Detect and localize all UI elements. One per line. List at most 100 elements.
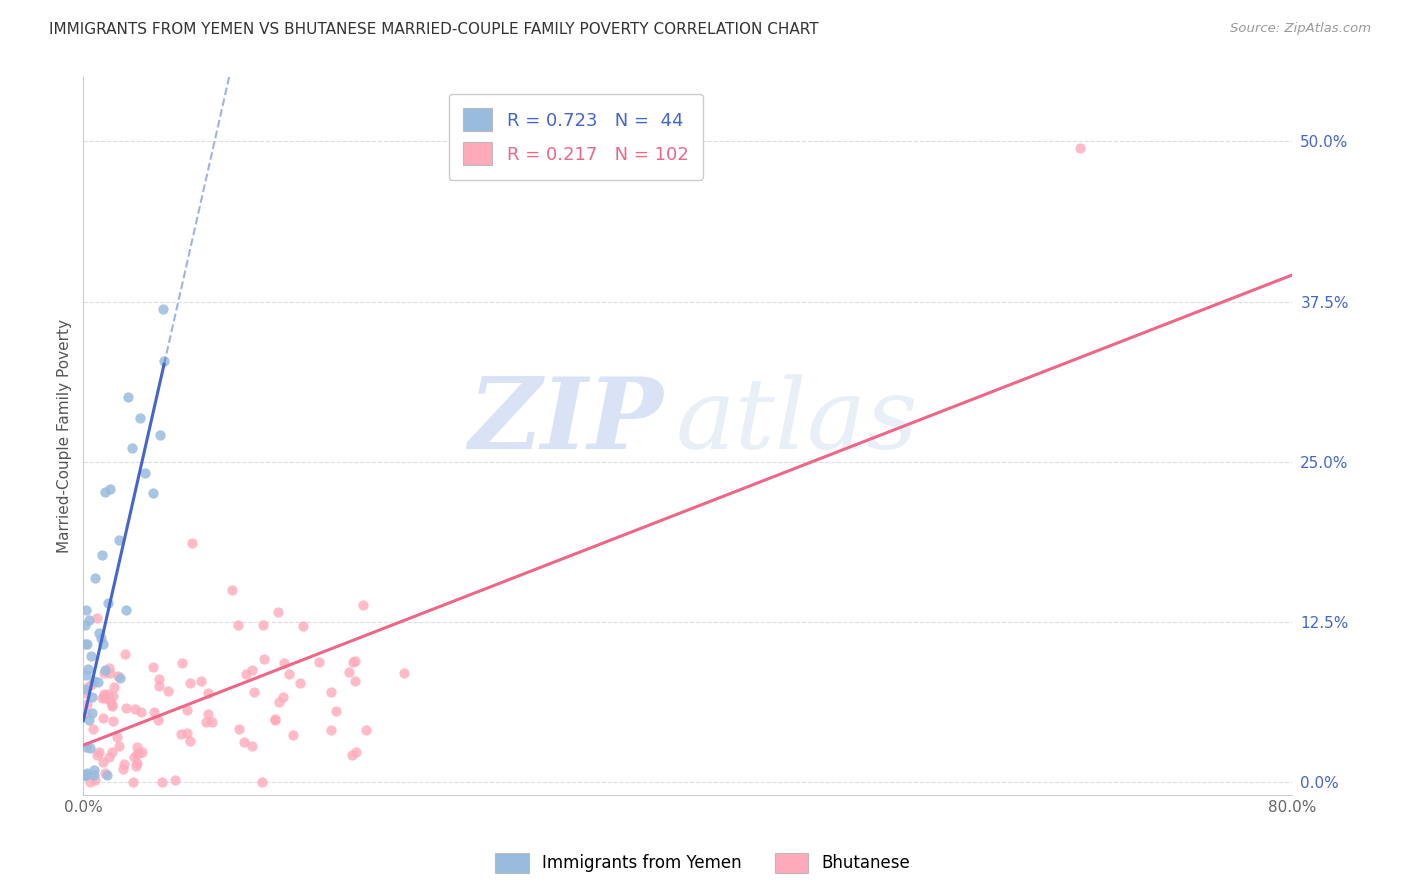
Point <box>179 676 201 690</box>
Point <box>83 673 105 688</box>
Point <box>176 703 198 717</box>
Point <box>112 757 135 772</box>
Point <box>125 759 148 773</box>
Point <box>129 706 152 720</box>
Point <box>89 626 111 640</box>
Point <box>91 711 114 725</box>
Point <box>101 745 124 759</box>
Point <box>128 746 150 760</box>
Point <box>233 735 256 749</box>
Point <box>277 667 299 681</box>
Point <box>91 755 114 769</box>
Point <box>86 611 108 625</box>
Point <box>150 775 173 789</box>
Point <box>122 750 145 764</box>
Point <box>240 663 263 677</box>
Point <box>82 723 104 737</box>
Point <box>83 768 105 782</box>
Point <box>108 671 131 685</box>
Point <box>90 631 112 645</box>
Point <box>127 756 149 771</box>
Point <box>143 706 166 720</box>
Point <box>197 706 219 721</box>
Point <box>94 691 117 706</box>
Text: IMMIGRANTS FROM YEMEN VS BHUTANESE MARRIED-COUPLE FAMILY POVERTY CORRELATION CHA: IMMIGRANTS FROM YEMEN VS BHUTANESE MARRI… <box>49 22 818 37</box>
Point <box>142 660 165 674</box>
Point <box>76 662 98 676</box>
Point <box>281 728 304 742</box>
Point <box>148 672 170 686</box>
Legend: Immigrants from Yemen, Bhutanese: Immigrants from Yemen, Bhutanese <box>489 847 917 880</box>
Point <box>108 533 131 548</box>
Legend: R = 0.723   N =  44, R = 0.217   N = 102: R = 0.723 N = 44, R = 0.217 N = 102 <box>449 94 703 180</box>
Point <box>101 714 124 729</box>
Point <box>267 605 290 619</box>
Point <box>93 687 115 701</box>
Point <box>75 603 97 617</box>
Point <box>76 698 98 712</box>
Point <box>77 714 100 728</box>
Point <box>190 674 212 689</box>
Point <box>101 699 124 714</box>
Point <box>235 667 257 681</box>
Point <box>344 745 367 759</box>
Point <box>114 603 136 617</box>
Point <box>117 390 139 404</box>
Point <box>325 704 347 718</box>
Point <box>98 661 121 675</box>
Point <box>98 694 121 708</box>
Point <box>321 684 343 698</box>
Point <box>319 723 342 737</box>
Point <box>114 647 136 661</box>
Point <box>107 669 129 683</box>
Point <box>77 613 100 627</box>
Point <box>75 682 97 697</box>
Point <box>149 428 172 442</box>
Point <box>267 695 290 709</box>
Point <box>176 726 198 740</box>
Point <box>392 665 415 680</box>
Point <box>91 690 114 705</box>
Point <box>228 722 250 736</box>
Point <box>82 706 104 721</box>
Point <box>83 571 105 585</box>
Point <box>271 690 294 704</box>
Point <box>75 706 97 721</box>
Point <box>115 700 138 714</box>
Point <box>96 768 118 782</box>
Point <box>75 618 97 632</box>
Point <box>1069 141 1091 155</box>
Point <box>170 656 193 670</box>
Point <box>124 702 146 716</box>
Point <box>163 772 186 787</box>
Point <box>79 740 101 755</box>
Point <box>94 663 117 677</box>
Point <box>180 536 202 550</box>
Point <box>240 739 263 753</box>
Point <box>73 637 96 651</box>
Point <box>179 733 201 747</box>
Point <box>352 598 374 612</box>
Point <box>125 740 148 755</box>
Point <box>83 763 105 777</box>
Point <box>243 685 266 699</box>
Point <box>252 775 274 789</box>
Point <box>142 486 165 500</box>
Point <box>197 685 219 699</box>
Point <box>156 684 179 698</box>
Point <box>84 772 107 787</box>
Point <box>131 745 153 759</box>
Point <box>148 679 170 693</box>
Point <box>87 675 110 690</box>
Point <box>79 649 101 664</box>
Y-axis label: Married-Couple Family Poverty: Married-Couple Family Poverty <box>58 319 72 553</box>
Point <box>101 698 124 713</box>
Point <box>273 656 295 670</box>
Point <box>342 655 364 669</box>
Point <box>87 745 110 759</box>
Point <box>195 714 218 729</box>
Point <box>264 713 287 727</box>
Point <box>308 655 330 669</box>
Point <box>76 637 98 651</box>
Point <box>76 765 98 780</box>
